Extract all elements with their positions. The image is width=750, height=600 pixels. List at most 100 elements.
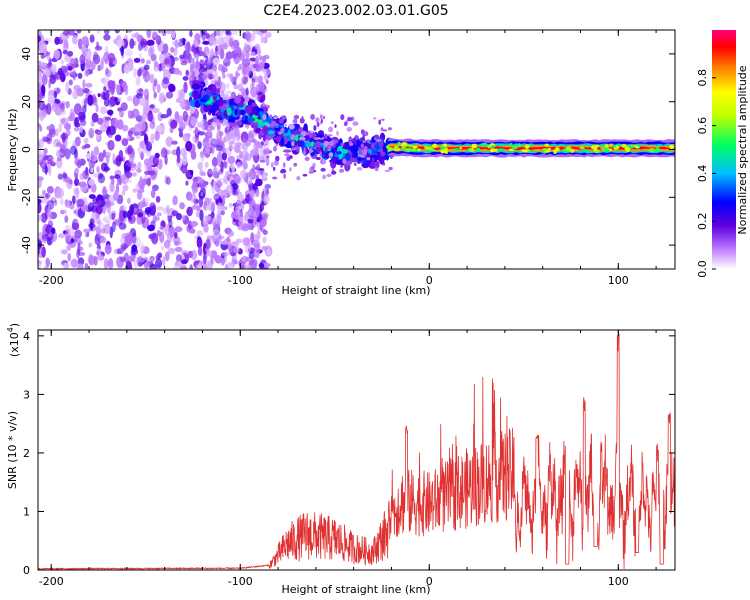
spectrogram-noise-blob [244,30,251,41]
spectrogram-noise-blob [168,247,176,255]
spectrogram-noise-blob [203,253,207,265]
spectrogram-noise-blob [111,212,116,220]
spectrogram-noise-blob [244,139,252,147]
spectrogram-noise-blob [231,258,236,268]
spectrogram-noise-blob [273,160,279,166]
spectrogram-noise-blob [202,264,208,269]
spectrogram-noise-blob [253,76,259,81]
spectrogram-noise-blob [68,79,73,86]
spectrogram-noise-blob [218,136,223,142]
spectrogram-noise-blob [254,43,260,50]
spectrogram-noise-blob [41,246,46,258]
spectrogram-noise-blob [146,39,155,46]
spectrogram-noise-blob [43,68,50,77]
spectrogram-noise-blob [166,176,171,185]
spectrogram-noise-blob [182,110,188,122]
spectrogram-noise-blob [65,123,71,131]
spectrogram-noise-blob [181,250,189,255]
spectrogram-noise-blob [166,107,172,117]
spectrogram-noise-blob [261,55,266,63]
spectrogram-noise-blob [312,136,316,139]
spectrogram-noise-blob [62,172,68,179]
spectrogram-noise-blob [199,209,204,222]
spectrogram-noise-blob [151,232,159,245]
spectrogram-noise-blob [174,246,183,252]
spectrogram-noise-blob [211,156,218,167]
spectrogram-noise-blob [249,189,256,200]
spectrogram-noise-blob [309,131,314,133]
spectrogram-y-label: Frequency (Hz) [6,109,19,192]
spectrogram-noise-blob [124,84,129,96]
spectrogram-noise-blob [171,30,176,39]
svg-text:(x104): (x104) [6,323,21,357]
spectrogram-noise-blob [266,155,270,159]
spectrogram-noise-blob [69,227,75,237]
spectrogram-noise-blob [42,237,47,244]
spectrogram-noise-blob [345,161,351,164]
spectrogram-noise-blob [149,121,156,130]
spectrogram-noise-blob [275,155,280,162]
spectrogram-noise-blob [168,219,173,228]
spectrogram-noise-blob [217,44,223,54]
spectrogram-ridge-blob [191,80,201,85]
spectrogram-noise-blob [136,168,142,173]
spectrogram-noise-blob [56,142,62,147]
spectrogram-noise-blob [182,156,188,166]
spectrogram-noise-blob [225,51,233,60]
spectrogram-noise-blob [284,123,288,127]
spectrogram-noise-blob [40,62,47,67]
spectrogram-noise-blob [109,175,115,180]
spectrogram-noise-blob [240,263,246,269]
spectrogram-noise-blob [104,116,111,121]
spectrogram-noise-blob [199,150,205,159]
spectrogram-noise-blob [207,73,213,80]
spectrogram-noise-blob [258,153,266,163]
snr-frame [37,329,676,571]
spectrogram-noise-blob [131,33,137,38]
spectrogram-carrier-blob [402,145,406,150]
snr-x-tick-label: 100 [608,575,629,588]
spectrogram-noise-blob [69,58,76,68]
spectrogram-noise-blob [234,145,241,154]
spectrogram-noise-blob [379,147,384,154]
spectrogram-ridge-blob [211,85,217,94]
spectrogram-noise-blob [213,116,218,123]
spectrogram-noise-blob [163,58,170,65]
colorbar-tick-label: 0.2 [696,212,709,230]
spectrogram-noise-blob [252,30,260,35]
spectrogram-noise-blob [49,74,57,85]
spectrogram-carrier-blob [406,144,410,147]
spectrogram-noise-blob [273,116,278,119]
spectrogram-noise-blob [60,117,69,126]
spectrogram-noise-blob [195,211,200,218]
spectrogram-carrier-blob [595,144,600,148]
snr-y-tick-label: 0 [23,564,30,577]
spectrogram-noise-blob [38,30,42,37]
spectrogram-noise-blob [212,65,218,72]
spectrogram-noise-blob [203,204,208,211]
spectrogram-noise-blob [119,109,124,118]
spectrogram-carrier-blob [412,145,418,149]
spectrogram-noise-blob [256,94,261,102]
spectrogram-noise-blob [260,219,267,227]
spectrogram-noise-blob [194,201,198,207]
spectrogram-noise-blob [299,136,306,141]
spectrogram-noise-blob [67,252,72,262]
spectrogram-noise-blob [142,111,146,124]
spectrogram-noise-blob [152,155,159,167]
spectrogram-noise-blob [62,30,70,36]
spectrogram-noise-blob [237,225,242,231]
spectrogram-noise-blob [255,55,260,65]
spectrogram-noise-blob [65,100,70,109]
spectrogram-noise-blob [266,248,271,256]
spectrogram-noise-blob [150,133,155,144]
spectrogram-noise-blob [137,212,144,218]
spectrogram-noise-blob [93,146,100,156]
spectrogram-ridge-blob [194,100,200,108]
spectrogram-noise-blob [322,158,325,165]
snr-y-tick-label: 2 [23,447,30,460]
spectrogram-noise-blob [304,140,307,143]
spectrogram-noise-blob [380,127,384,132]
spectrogram-carrier-blob [509,142,513,147]
spectrogram-carrier-blob [401,142,408,147]
